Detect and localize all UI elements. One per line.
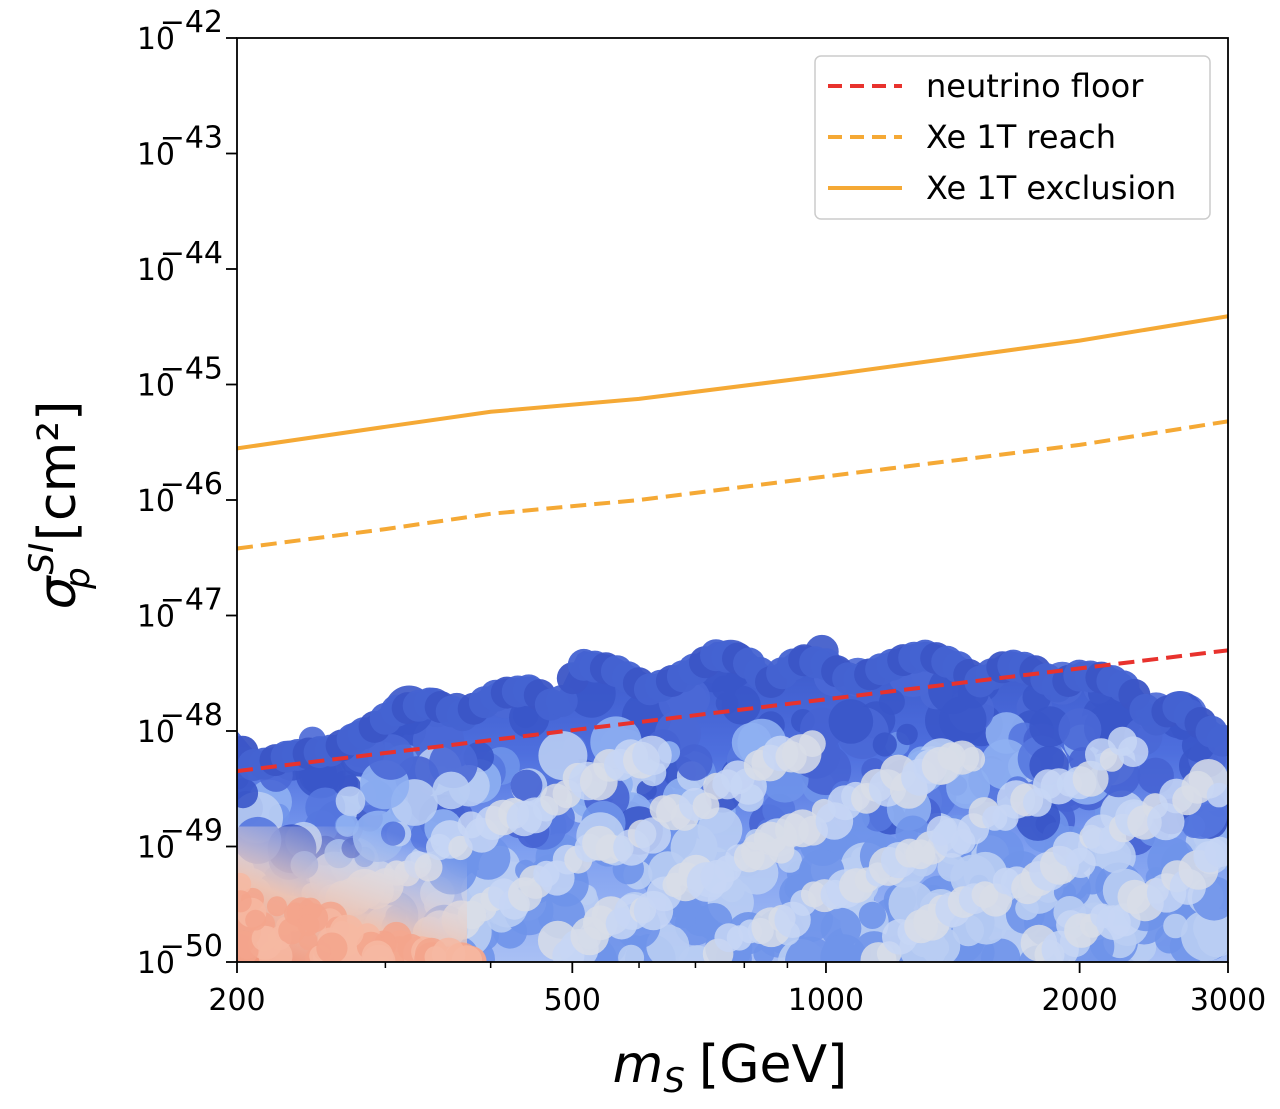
scatter-point (305, 787, 346, 828)
scatter-point (896, 723, 918, 746)
scatter-point (297, 914, 320, 937)
scatter-point (1065, 847, 1096, 879)
scatter-point (692, 792, 720, 820)
scatter-point (634, 817, 671, 854)
y-tick-label: 10 (137, 831, 175, 866)
scatter-point (237, 890, 252, 913)
scatter-point (237, 930, 255, 953)
scatter-point (960, 746, 986, 772)
scatter-point (1206, 782, 1228, 808)
scatter-point (245, 909, 266, 931)
x-tick-label: 1000 (788, 983, 864, 1018)
scatter-point (878, 688, 905, 715)
y-tick-label: 10 (137, 253, 175, 288)
y-tick-exponent: −44 (160, 236, 223, 271)
y-tick-label: 10 (137, 600, 175, 635)
x-axis-title: mS [GeV] (613, 1035, 848, 1101)
y-tick-exponent: −42 (160, 5, 223, 40)
legend-label: Xe 1T exclusion (926, 169, 1176, 207)
legend-label: neutrino floor (926, 67, 1144, 105)
scatter-point (828, 699, 874, 744)
y-tick-exponent: −45 (160, 352, 223, 387)
y-tick-exponent: −46 (160, 467, 223, 502)
series-line-1 (237, 419, 1228, 551)
y-axis-ticks: 10−4210−4310−4410−4510−4610−4710−4810−49… (137, 5, 237, 981)
scatter-point (1117, 736, 1149, 767)
scatter-point (361, 940, 394, 962)
x-tick-label: 500 (544, 983, 601, 1018)
y-tick-exponent: −49 (160, 814, 223, 849)
scatter-point (872, 732, 897, 757)
scatter-point (632, 735, 672, 776)
scatter-point (820, 934, 867, 962)
scatter-point (1163, 913, 1188, 939)
scatter-point (267, 896, 287, 917)
x-tick-label: 2000 (1041, 983, 1117, 1018)
series-lines (237, 314, 1228, 774)
y-tick-label: 10 (137, 138, 175, 173)
legend-label: Xe 1T reach (926, 118, 1116, 156)
y-axis-title: σSIp[cm²] (22, 401, 98, 610)
scatter-point (711, 675, 737, 701)
scatter-point (237, 872, 252, 895)
y-tick-label: 10 (137, 715, 175, 750)
series-line-0 (237, 648, 1228, 774)
legend: neutrino floor Xe 1T reach Xe 1T exclusion (814, 55, 1211, 220)
scatter-cloud (237, 634, 1228, 962)
y-tick-exponent: −47 (160, 583, 223, 618)
legend-box (814, 55, 1211, 220)
y-tick-exponent: −50 (160, 929, 223, 964)
y-tick-exponent: −48 (160, 698, 223, 733)
scatter-point (367, 734, 414, 780)
scatter-point (251, 925, 277, 952)
scatter-point (431, 937, 466, 962)
y-tick-exponent: −43 (160, 121, 223, 156)
scatter-point (1204, 836, 1228, 868)
scatter-point (858, 901, 887, 930)
scatter-point (937, 853, 966, 882)
x-tick-label: 200 (208, 983, 265, 1018)
scatter-point (676, 744, 713, 781)
y-tick-label: 10 (137, 22, 175, 57)
scatter-point (926, 936, 950, 960)
scatter-point (1182, 814, 1206, 839)
series-line-2 (237, 314, 1228, 451)
scatter-point (1206, 724, 1228, 757)
scatter-point (799, 730, 826, 757)
y-tick-label: 10 (137, 484, 175, 519)
x-axis-ticks: 200 500 1000 2000 3000 (208, 962, 1266, 1018)
scatter-point (432, 771, 471, 810)
scatter-point (237, 778, 259, 809)
scatter-point (335, 786, 366, 816)
y-tick-label: 10 (137, 946, 175, 981)
scatter-point (510, 769, 543, 802)
scatter-point (316, 932, 348, 962)
scatter-point (618, 944, 645, 962)
scatter-point (1058, 708, 1102, 752)
y-tick-label: 10 (137, 369, 175, 404)
x-tick-label: 3000 (1190, 983, 1266, 1018)
